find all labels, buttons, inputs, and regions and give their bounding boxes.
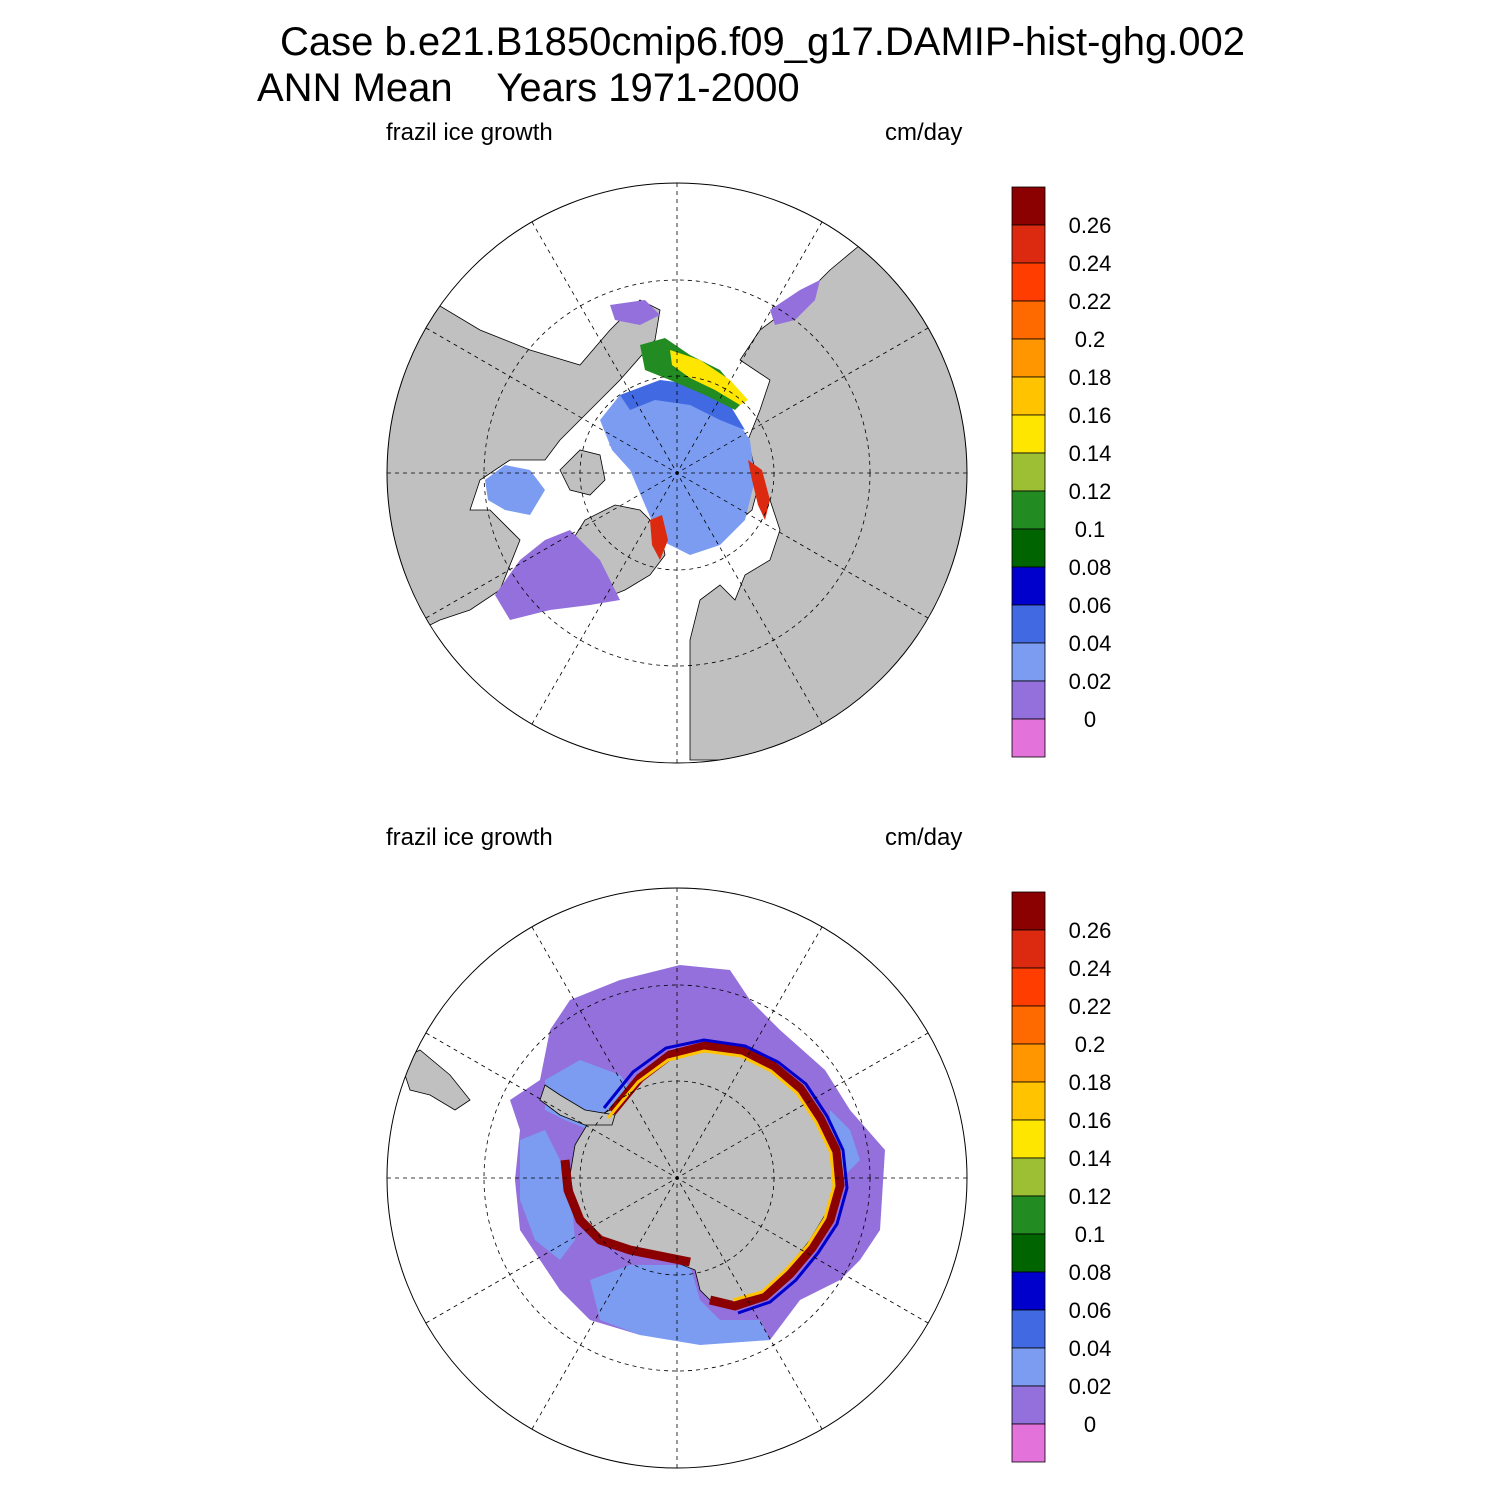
north-colorbar-tick-label: 0.16 [1069,403,1112,428]
north-variable-label: frazil ice growth [386,119,553,146]
south-map-border [386,887,968,1469]
south-land-peninsula [539,1084,616,1126]
north-frazil-yellow [670,350,748,405]
south-colorbar-box [1011,1119,1046,1159]
north-colorbar-tick-label: 0.1 [1075,517,1106,542]
north-colorbar-tick-label: 0.02 [1069,669,1112,694]
north-colorbar-tick-label: 0.08 [1069,555,1112,580]
south-frazil-light-blue [520,1060,860,1345]
north-frazil-light-blue [600,385,755,555]
north-colorbar-box [1011,338,1046,378]
south-colorbar-tick-label: 0.02 [1069,1374,1112,1399]
south-colorbar-box [1011,1271,1046,1311]
south-colorbar-tick-label: 0.18 [1069,1070,1112,1095]
south-colorbar-box [1011,891,1046,931]
south-colorbar-box [1011,1385,1046,1425]
north-colorbar-box [1011,414,1046,454]
north-colorbar-tick-label: 0.18 [1069,365,1112,390]
north-colorbar-tick-label: 0.04 [1069,631,1112,656]
south-colorbar-box [1011,967,1046,1007]
north-colorbar-box [1011,186,1046,226]
south-colorbar: 0.26 0.24 0.22 0.2 0.18 0.16 0.14 0.12 0.1 0.08 0.… [1011,891,1112,1463]
north-colorbar-box [1011,376,1046,416]
north-colorbar-box [1011,642,1046,682]
north-colorbar-box [1011,566,1046,606]
south-frazil-red-rim [608,1041,845,1311]
north-colorbar-tick-label: 0.26 [1069,213,1112,238]
south-colorbar-box [1011,1233,1046,1273]
south-colorbar-tick-label: 0.08 [1069,1260,1112,1285]
south-frazil-red-rim-west [560,1159,691,1267]
south-graticule [387,888,967,1468]
north-frazil-bay [485,465,545,515]
south-colorbar-box [1011,1423,1046,1463]
north-colorbar-tick-label: 0.24 [1069,251,1112,276]
north-colorbar-box [1011,718,1046,758]
south-variable-label: frazil ice growth [386,824,553,851]
north-colorbar-box [1011,604,1046,644]
north-units-label: cm/day [885,119,963,146]
south-colorbar-box [1011,1157,1046,1197]
south-colorbar-box [1011,929,1046,969]
south-colorbar-tick-label: 0.14 [1069,1146,1112,1171]
north-colorbar-tick-label: 0.22 [1069,289,1112,314]
north-map-border [386,182,968,764]
north-colorbar-box [1011,300,1046,340]
south-colorbar-tick-label: 0.16 [1069,1108,1112,1133]
south-land-south-america [399,1049,471,1111]
figure-title-period: ANN Mean Years 1971-2000 [257,66,800,110]
north-frazil-blue [620,380,745,430]
south-colorbar-tick-label: 0.04 [1069,1336,1112,1361]
south-polar-map [386,887,968,1469]
north-colorbar-box [1011,224,1046,264]
south-colorbar-box [1011,1081,1046,1121]
south-colorbar-box [1011,1005,1046,1045]
south-colorbar-box [1011,1347,1046,1387]
south-colorbar-tick-label: 0.2 [1075,1032,1106,1057]
north-colorbar-box [1011,452,1046,492]
north-frazil-purple [495,530,620,620]
north-polar-map [386,182,968,764]
south-colorbar-tick-label: 0.1 [1075,1222,1106,1247]
south-colorbar-tick-label: 0 [1084,1412,1096,1437]
south-units-label: cm/day [885,824,963,851]
north-colorbar-box [1011,490,1046,530]
south-colorbar-tick-label: 0.22 [1069,994,1112,1019]
figure-title-case: Case b.e21.B1850cmip6.f09_g17.DAMIP-hist… [280,20,1246,64]
south-colorbar-box [1011,1309,1046,1349]
north-colorbar-box [1011,680,1046,720]
south-colorbar-box [1011,1195,1046,1235]
north-colorbar-tick-label: 0.12 [1069,479,1112,504]
north-colorbar: 0.26 0.24 0.22 0.2 0.18 0.16 0.14 0.12 0.1 0.08 0.… [1011,186,1112,758]
north-frazil-red-rim [650,460,770,560]
north-land-north-america [387,299,661,641]
north-colorbar-tick-label: 0 [1084,707,1096,732]
south-colorbar-tick-label: 0.12 [1069,1184,1112,1209]
north-colorbar-tick-label: 0.06 [1069,593,1112,618]
south-colorbar-tick-label: 0.26 [1069,918,1112,943]
north-colorbar-tick-label: 0.14 [1069,441,1112,466]
north-colorbar-box [1011,528,1046,568]
south-colorbar-tick-label: 0.06 [1069,1298,1112,1323]
north-colorbar-box [1011,262,1046,302]
south-frazil-blue-rim [602,1038,849,1315]
north-frazil-bering [610,280,820,325]
north-graticule [387,183,967,763]
south-colorbar-box [1011,1043,1046,1083]
south-frazil-yellow-rim [606,1049,836,1302]
south-colorbar-tick-label: 0.24 [1069,956,1112,981]
north-colorbar-tick-label: 0.2 [1075,327,1106,352]
